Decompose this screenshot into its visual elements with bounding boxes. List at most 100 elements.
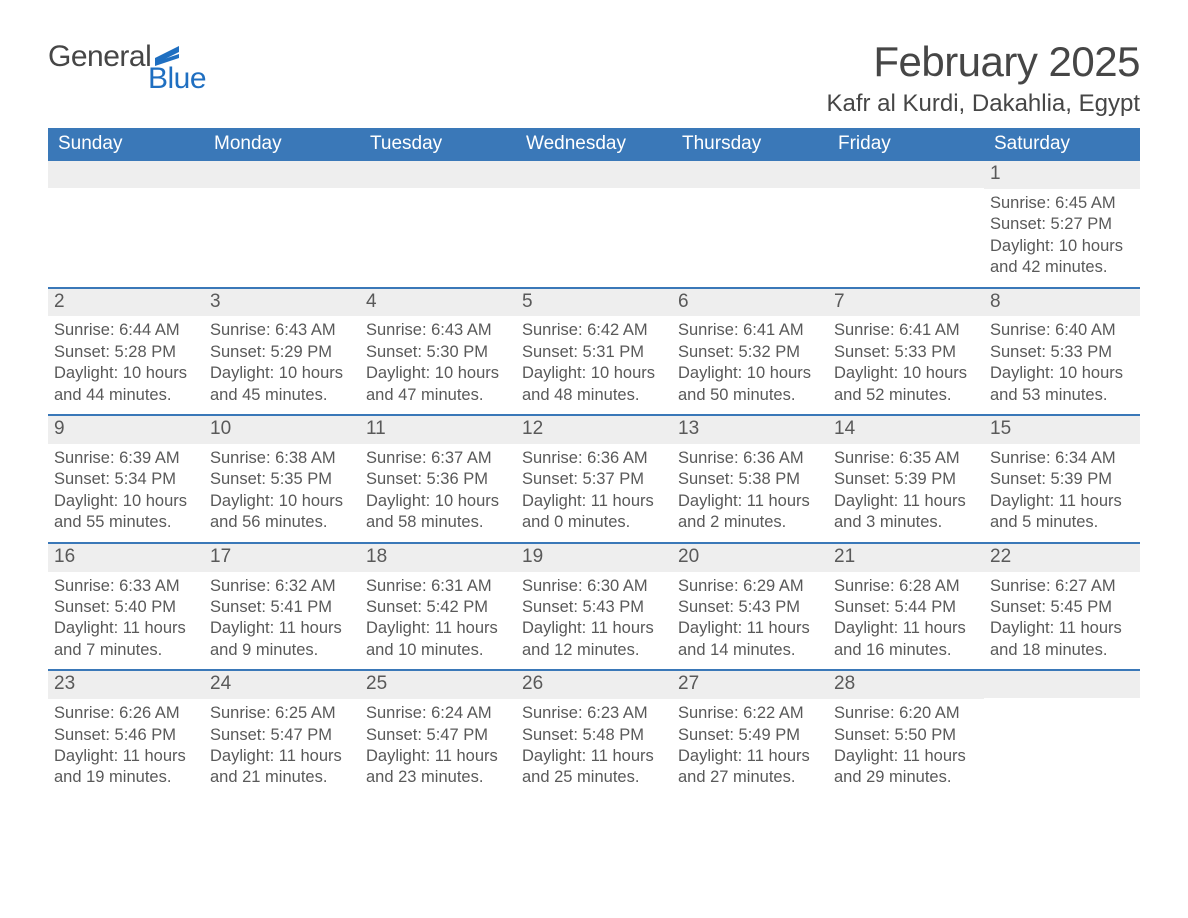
- day-body: Sunrise: 6:36 AMSunset: 5:38 PMDaylight:…: [672, 444, 828, 542]
- sunrise-text: Sunrise: 6:45 AM: [990, 193, 1134, 214]
- day-cell: 21Sunrise: 6:28 AMSunset: 5:44 PMDayligh…: [828, 544, 984, 670]
- sunrise-text: Sunrise: 6:28 AM: [834, 576, 978, 597]
- daylight-text: Daylight: 11 hours and 14 minutes.: [678, 618, 822, 661]
- sunset-text: Sunset: 5:44 PM: [834, 597, 978, 618]
- dow-header-row: Sunday Monday Tuesday Wednesday Thursday…: [48, 128, 1140, 161]
- day-body: [48, 188, 204, 200]
- day-cell: 15Sunrise: 6:34 AMSunset: 5:39 PMDayligh…: [984, 416, 1140, 542]
- sunset-text: Sunset: 5:37 PM: [522, 469, 666, 490]
- day-body: Sunrise: 6:31 AMSunset: 5:42 PMDaylight:…: [360, 572, 516, 670]
- daylight-text: Daylight: 10 hours and 42 minutes.: [990, 236, 1134, 279]
- day-number: 26: [516, 671, 672, 699]
- dow-tuesday: Tuesday: [360, 128, 516, 161]
- sunset-text: Sunset: 5:30 PM: [366, 342, 510, 363]
- sunset-text: Sunset: 5:42 PM: [366, 597, 510, 618]
- day-body: Sunrise: 6:32 AMSunset: 5:41 PMDaylight:…: [204, 572, 360, 670]
- day-body: Sunrise: 6:24 AMSunset: 5:47 PMDaylight:…: [360, 699, 516, 797]
- sunrise-text: Sunrise: 6:33 AM: [54, 576, 198, 597]
- daylight-text: Daylight: 10 hours and 47 minutes.: [366, 363, 510, 406]
- week-row: 16Sunrise: 6:33 AMSunset: 5:40 PMDayligh…: [48, 542, 1140, 670]
- sunrise-text: Sunrise: 6:41 AM: [678, 320, 822, 341]
- daylight-text: Daylight: 10 hours and 58 minutes.: [366, 491, 510, 534]
- day-body: Sunrise: 6:35 AMSunset: 5:39 PMDaylight:…: [828, 444, 984, 542]
- calendar: Sunday Monday Tuesday Wednesday Thursday…: [48, 128, 1140, 797]
- sunrise-text: Sunrise: 6:26 AM: [54, 703, 198, 724]
- day-body: [672, 188, 828, 200]
- daylight-text: Daylight: 10 hours and 56 minutes.: [210, 491, 354, 534]
- sunrise-text: Sunrise: 6:37 AM: [366, 448, 510, 469]
- day-cell: 25Sunrise: 6:24 AMSunset: 5:47 PMDayligh…: [360, 671, 516, 797]
- sunrise-text: Sunrise: 6:32 AM: [210, 576, 354, 597]
- day-number: [672, 161, 828, 188]
- day-body: Sunrise: 6:27 AMSunset: 5:45 PMDaylight:…: [984, 572, 1140, 670]
- daylight-text: Daylight: 11 hours and 25 minutes.: [522, 746, 666, 789]
- day-number: 18: [360, 544, 516, 572]
- day-cell: [828, 161, 984, 287]
- daylight-text: Daylight: 11 hours and 2 minutes.: [678, 491, 822, 534]
- sunset-text: Sunset: 5:34 PM: [54, 469, 198, 490]
- day-body: Sunrise: 6:40 AMSunset: 5:33 PMDaylight:…: [984, 316, 1140, 414]
- sunset-text: Sunset: 5:35 PM: [210, 469, 354, 490]
- sunrise-text: Sunrise: 6:24 AM: [366, 703, 510, 724]
- day-body: Sunrise: 6:45 AMSunset: 5:27 PMDaylight:…: [984, 189, 1140, 287]
- day-number: 28: [828, 671, 984, 699]
- day-body: Sunrise: 6:33 AMSunset: 5:40 PMDaylight:…: [48, 572, 204, 670]
- day-cell: 3Sunrise: 6:43 AMSunset: 5:29 PMDaylight…: [204, 289, 360, 415]
- daylight-text: Daylight: 11 hours and 9 minutes.: [210, 618, 354, 661]
- day-cell: 22Sunrise: 6:27 AMSunset: 5:45 PMDayligh…: [984, 544, 1140, 670]
- sunset-text: Sunset: 5:33 PM: [990, 342, 1134, 363]
- day-cell: 26Sunrise: 6:23 AMSunset: 5:48 PMDayligh…: [516, 671, 672, 797]
- daylight-text: Daylight: 10 hours and 52 minutes.: [834, 363, 978, 406]
- daylight-text: Daylight: 11 hours and 3 minutes.: [834, 491, 978, 534]
- location-label: Kafr al Kurdi, Dakahlia, Egypt: [827, 90, 1141, 118]
- sunset-text: Sunset: 5:47 PM: [210, 725, 354, 746]
- day-cell: 13Sunrise: 6:36 AMSunset: 5:38 PMDayligh…: [672, 416, 828, 542]
- day-body: Sunrise: 6:41 AMSunset: 5:32 PMDaylight:…: [672, 316, 828, 414]
- logo: General Blue: [48, 40, 206, 96]
- day-body: Sunrise: 6:41 AMSunset: 5:33 PMDaylight:…: [828, 316, 984, 414]
- daylight-text: Daylight: 11 hours and 7 minutes.: [54, 618, 198, 661]
- day-cell: 27Sunrise: 6:22 AMSunset: 5:49 PMDayligh…: [672, 671, 828, 797]
- day-number: 10: [204, 416, 360, 444]
- day-body: Sunrise: 6:30 AMSunset: 5:43 PMDaylight:…: [516, 572, 672, 670]
- daylight-text: Daylight: 10 hours and 50 minutes.: [678, 363, 822, 406]
- sunrise-text: Sunrise: 6:30 AM: [522, 576, 666, 597]
- day-cell: 1Sunrise: 6:45 AMSunset: 5:27 PMDaylight…: [984, 161, 1140, 287]
- day-body: [984, 698, 1140, 710]
- sunset-text: Sunset: 5:38 PM: [678, 469, 822, 490]
- day-number: 7: [828, 289, 984, 317]
- day-body: [828, 188, 984, 200]
- day-number: 22: [984, 544, 1140, 572]
- sunset-text: Sunset: 5:47 PM: [366, 725, 510, 746]
- day-cell: 12Sunrise: 6:36 AMSunset: 5:37 PMDayligh…: [516, 416, 672, 542]
- sunset-text: Sunset: 5:39 PM: [990, 469, 1134, 490]
- day-cell: 8Sunrise: 6:40 AMSunset: 5:33 PMDaylight…: [984, 289, 1140, 415]
- day-body: Sunrise: 6:44 AMSunset: 5:28 PMDaylight:…: [48, 316, 204, 414]
- day-cell: [360, 161, 516, 287]
- sunrise-text: Sunrise: 6:36 AM: [522, 448, 666, 469]
- sunset-text: Sunset: 5:46 PM: [54, 725, 198, 746]
- sunrise-text: Sunrise: 6:27 AM: [990, 576, 1134, 597]
- day-number: 9: [48, 416, 204, 444]
- day-number: 19: [516, 544, 672, 572]
- sunset-text: Sunset: 5:32 PM: [678, 342, 822, 363]
- daylight-text: Daylight: 10 hours and 53 minutes.: [990, 363, 1134, 406]
- day-cell: [204, 161, 360, 287]
- dow-thursday: Thursday: [672, 128, 828, 161]
- sunset-text: Sunset: 5:50 PM: [834, 725, 978, 746]
- day-number: 15: [984, 416, 1140, 444]
- daylight-text: Daylight: 11 hours and 0 minutes.: [522, 491, 666, 534]
- day-cell: 2Sunrise: 6:44 AMSunset: 5:28 PMDaylight…: [48, 289, 204, 415]
- dow-sunday: Sunday: [48, 128, 204, 161]
- day-cell: 20Sunrise: 6:29 AMSunset: 5:43 PMDayligh…: [672, 544, 828, 670]
- daylight-text: Daylight: 10 hours and 55 minutes.: [54, 491, 198, 534]
- daylight-text: Daylight: 11 hours and 27 minutes.: [678, 746, 822, 789]
- day-body: Sunrise: 6:23 AMSunset: 5:48 PMDaylight:…: [516, 699, 672, 797]
- day-number: 1: [984, 161, 1140, 189]
- day-body: [516, 188, 672, 200]
- day-cell: [516, 161, 672, 287]
- sunrise-text: Sunrise: 6:40 AM: [990, 320, 1134, 341]
- day-cell: 7Sunrise: 6:41 AMSunset: 5:33 PMDaylight…: [828, 289, 984, 415]
- daylight-text: Daylight: 11 hours and 19 minutes.: [54, 746, 198, 789]
- day-cell: 28Sunrise: 6:20 AMSunset: 5:50 PMDayligh…: [828, 671, 984, 797]
